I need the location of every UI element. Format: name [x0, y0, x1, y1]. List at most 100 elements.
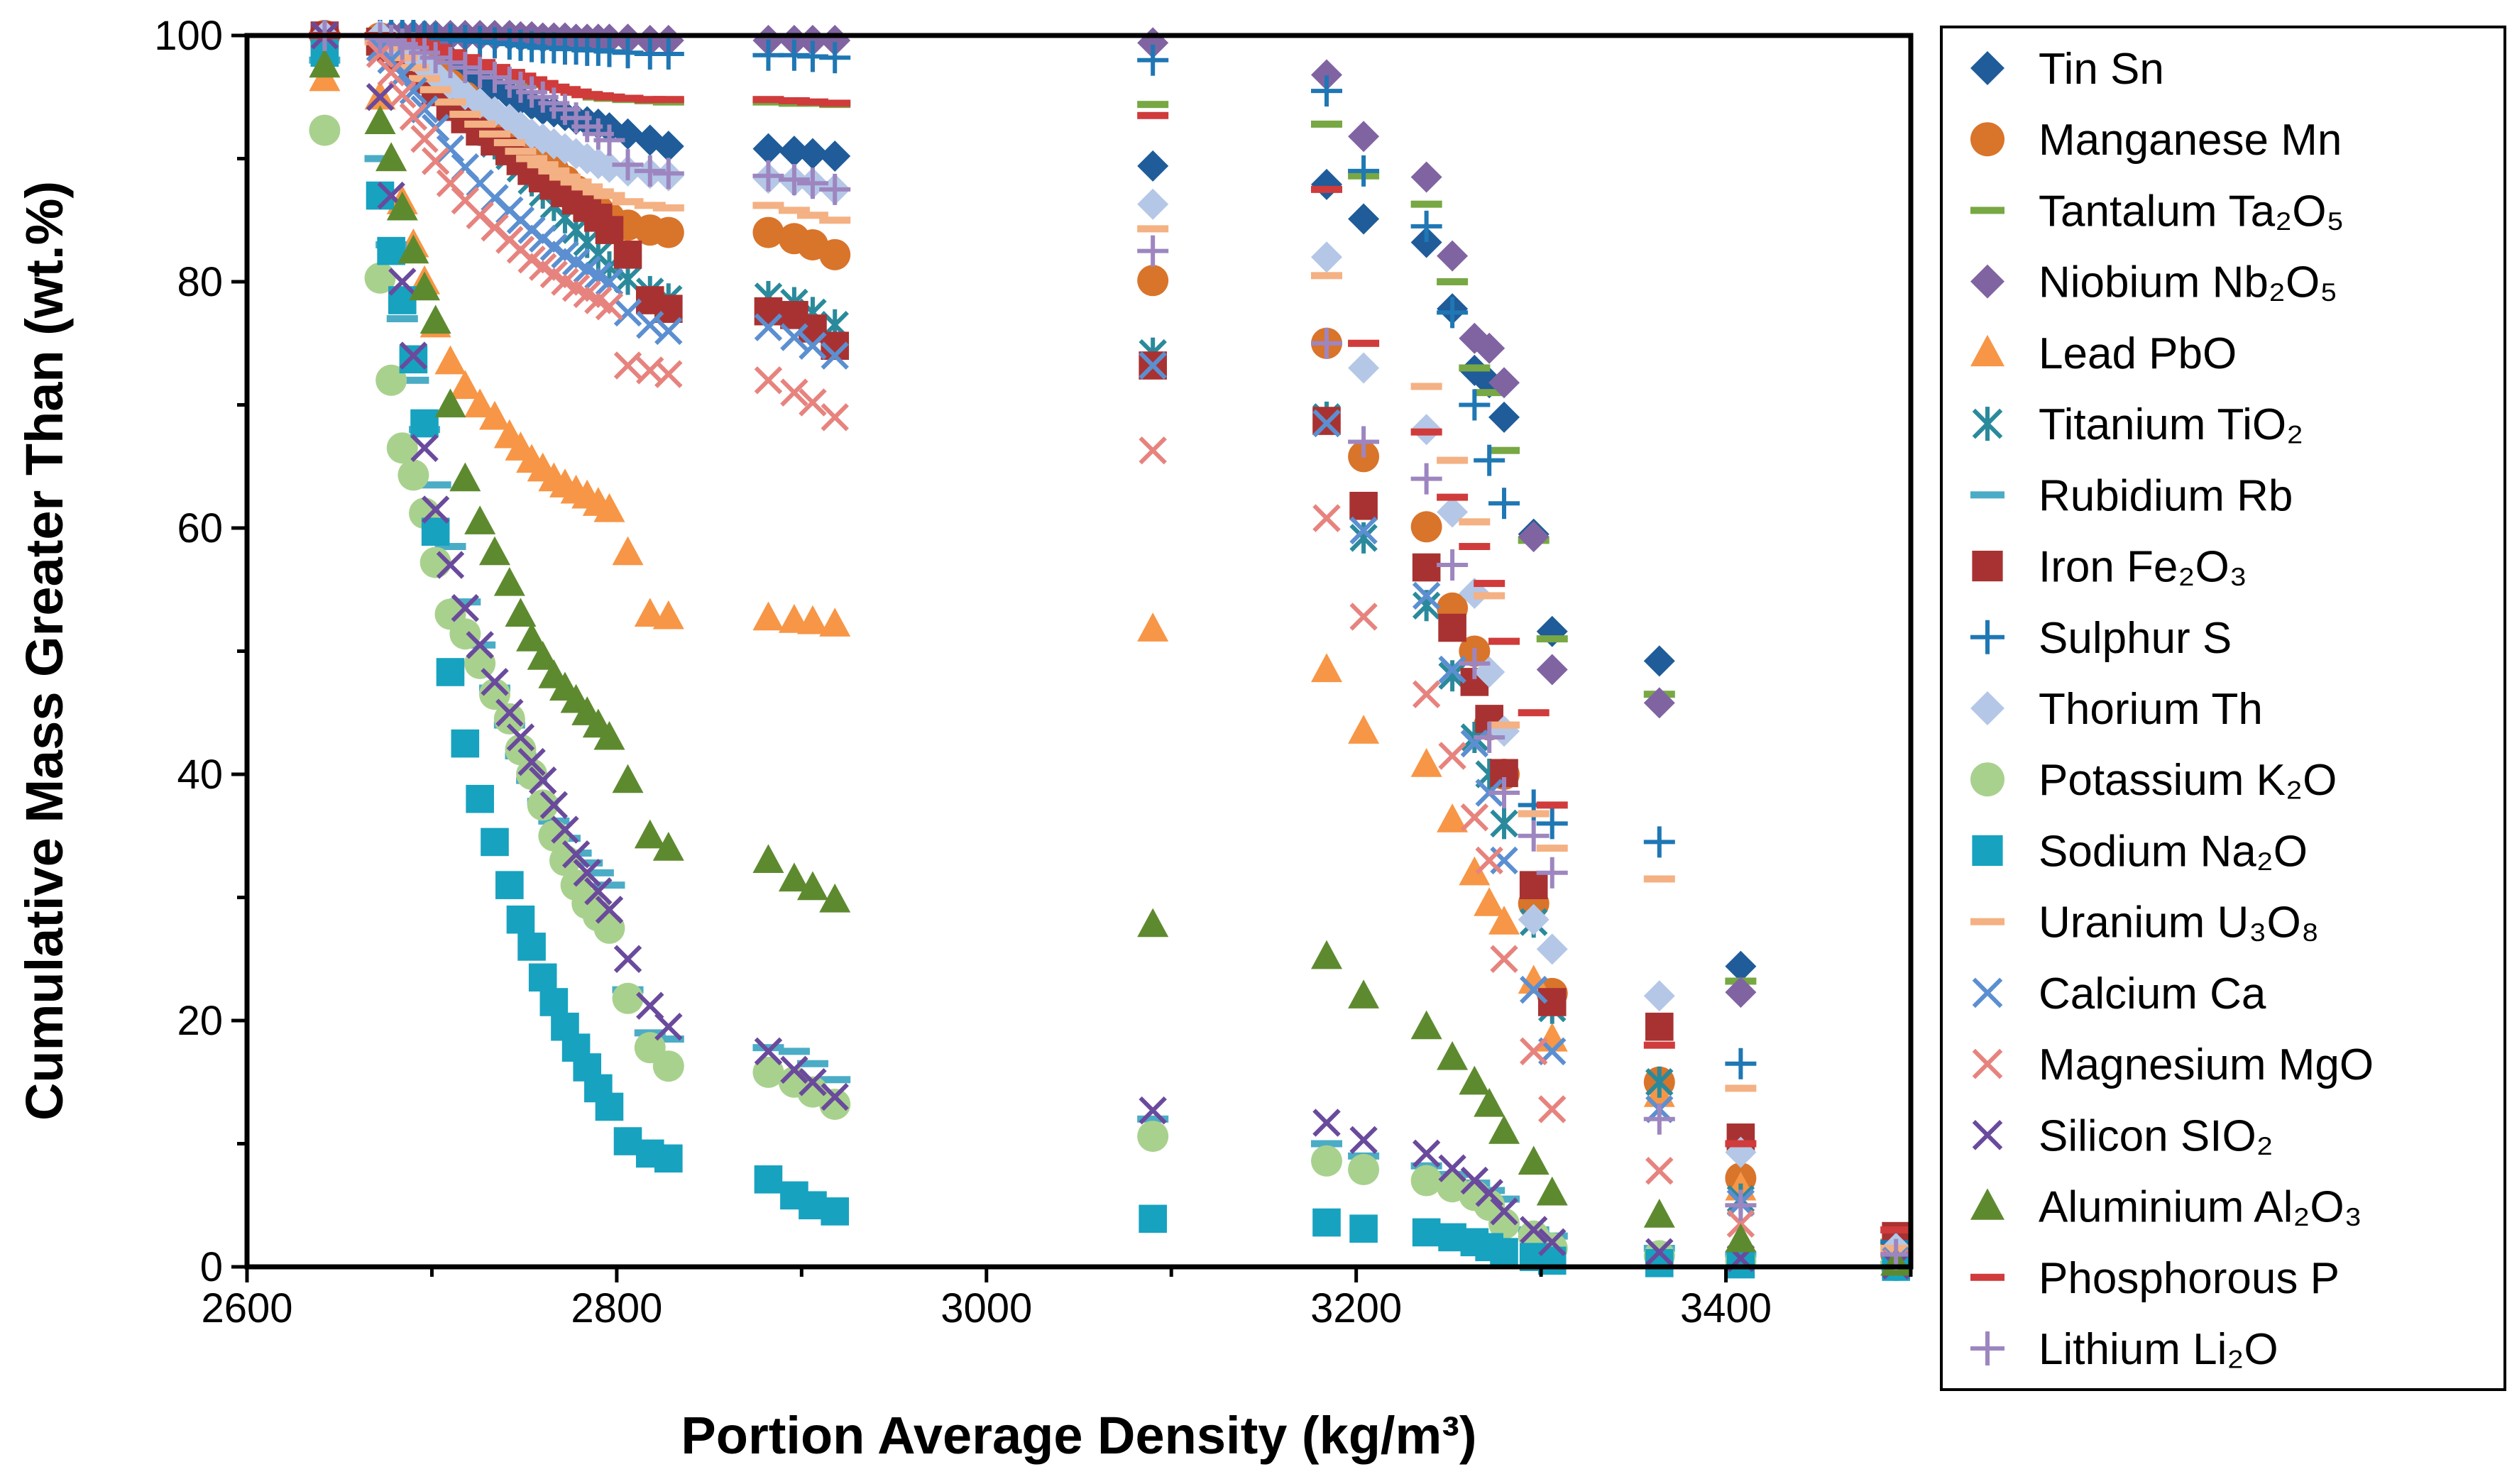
point-lithium-li2o-32: [1437, 549, 1469, 581]
point-niobium-nb2o5-34: [1474, 332, 1505, 364]
point-calcium-ca-3: [388, 60, 417, 89]
legend-label-uranium-u3o8: Uranium U₃O₈: [2039, 898, 2319, 947]
point-phosphorous-p-38: [1643, 1041, 1675, 1049]
legend-marker-silicon-sio2: [1972, 1120, 2003, 1150]
point-tin-sn-31: [1410, 226, 1442, 258]
point-aluminium-al2o3-30: [1348, 979, 1380, 1008]
point-silicon-sio2-7: [436, 551, 465, 579]
point-magnesium-mgo-25: [780, 378, 808, 407]
point-sulphur-s-39: [1725, 1048, 1757, 1079]
point-phosphorous-p-20: [593, 93, 625, 101]
point-lithium-li2o-23: [652, 158, 684, 189]
point-lead-pbo-36: [1518, 964, 1550, 994]
series-aluminium-al2o3: [309, 48, 1912, 1276]
legend-label-silicon-sio2: Silicon SIO₂: [2039, 1111, 2274, 1160]
point-silicon-sio2-27: [821, 1082, 849, 1111]
point-tantalum-ta2o5-33: [1459, 364, 1491, 372]
point-rubidium-rb-25: [778, 1048, 810, 1055]
point-lead-pbo-24: [752, 601, 784, 631]
point-rubidium-rb-26: [796, 1060, 828, 1067]
legend-marker-lead-pbo: [1970, 334, 2004, 367]
legend-item-aluminium-al2o3: Aluminium Al₂O₃: [1970, 1183, 2362, 1232]
point-lead-pbo-7: [434, 345, 466, 375]
x-tick-label-2800: 2800: [571, 1285, 662, 1331]
point-silicon-sio2-38: [1645, 1238, 1674, 1266]
point-uranium-u3o8-36: [1518, 810, 1550, 818]
point-aluminium-al2o3-10: [478, 536, 510, 566]
point-lead-pbo-21: [612, 536, 644, 566]
point-uranium-u3o8-32: [1437, 456, 1469, 464]
point-niobium-nb2o5-32: [1437, 240, 1469, 272]
series-thorium-th: [309, 20, 1912, 1264]
point-sodium-na2o-27: [821, 1197, 850, 1226]
point-rubidium-rb-19: [582, 869, 614, 876]
point-sulphur-s-34: [1474, 444, 1505, 476]
point-uranium-u3o8-35: [1488, 721, 1520, 729]
point-rubidium-rb-27: [819, 1076, 851, 1084]
point-potassium-k2o-21: [612, 982, 644, 1014]
point-uranium-u3o8-22: [634, 202, 666, 209]
point-uranium-u3o8-7: [434, 98, 466, 106]
legend-label-niobium-nb2o5: Niobium Nb₂O₅: [2039, 258, 2337, 307]
point-silicon-sio2-30: [1349, 1126, 1378, 1155]
point-phosphorous-p-32: [1437, 493, 1469, 501]
point-uranium-u3o8-29: [1310, 272, 1342, 280]
point-potassium-k2o-0: [309, 114, 341, 146]
point-tantalum-ta2o5-29: [1310, 120, 1342, 128]
point-magnesium-mgo-3: [388, 80, 417, 109]
point-rubidium-rb-3: [386, 315, 418, 323]
legend-label-sulphur-s: Sulphur S: [2039, 614, 2232, 663]
legend-marker-iron-fe2o3: [1972, 550, 2003, 582]
x-axis-title: Portion Average Density (kg/m³): [681, 1406, 1476, 1465]
legend-item-titanium-tio2: Titanium TiO₂: [1972, 400, 2303, 449]
point-silicon-sio2-15: [539, 791, 569, 820]
point-magnesium-mgo-21: [613, 351, 642, 380]
point-uranium-u3o8-6: [419, 86, 451, 94]
point-uranium-u3o8-38: [1643, 875, 1675, 883]
point-manganese-mn-31: [1410, 511, 1442, 543]
point-aluminium-al2o3-29: [1310, 940, 1342, 969]
point-potassium-k2o-23: [652, 1050, 684, 1082]
point-phosphorous-p-35: [1488, 637, 1520, 645]
point-magnesium-mgo-38: [1645, 1156, 1674, 1185]
point-aluminium-al2o3-14: [527, 641, 559, 670]
point-lead-pbo-34: [1474, 887, 1505, 916]
point-sodium-na2o-28: [1139, 1204, 1167, 1233]
legend-label-aluminium-al2o3: Aluminium Al₂O₃: [2039, 1183, 2362, 1232]
point-uranium-u3o8-15: [538, 167, 570, 175]
legend-item-calcium-ca: Calcium Ca: [1972, 969, 2266, 1018]
point-sulphur-s-27: [819, 42, 851, 74]
point-potassium-k2o-9: [464, 647, 496, 679]
point-rubidium-rb-8: [449, 598, 481, 606]
point-uranium-u3o8-28: [1137, 225, 1169, 233]
point-magnesium-mgo-34: [1475, 846, 1503, 875]
legend-marker-sulphur-s: [1970, 620, 2004, 654]
point-tantalum-ta2o5-31: [1410, 200, 1442, 208]
point-lead-pbo-32: [1437, 803, 1469, 832]
legend-label-magnesium-mgo: Magnesium MgO: [2039, 1040, 2374, 1089]
point-magnesium-mgo-2: [377, 58, 405, 87]
point-sodium-na2o-15: [539, 988, 569, 1016]
legend-item-potassium-k2o: Potassium K₂O: [1970, 756, 2337, 805]
point-uranium-u3o8-34: [1474, 592, 1505, 600]
point-niobium-nb2o5-27: [819, 24, 851, 56]
point-sodium-na2o-4: [399, 345, 428, 374]
point-lithium-li2o-26: [796, 167, 828, 199]
point-magnesium-mgo-5: [410, 125, 439, 153]
point-lead-pbo-29: [1310, 653, 1342, 683]
point-manganese-mn-24: [752, 216, 784, 248]
legend-item-rubidium-rb: Rubidium Rb: [1970, 471, 2293, 520]
point-sodium-na2o-13: [517, 933, 546, 961]
x-tick-label-3400: 3400: [1680, 1285, 1772, 1331]
point-rubidium-rb-28: [1137, 1115, 1169, 1123]
point-lead-pbo-10: [478, 400, 510, 430]
point-uranium-u3o8-24: [752, 202, 784, 209]
point-lead-pbo-9: [464, 388, 496, 418]
point-aluminium-al2o3-34: [1474, 1087, 1505, 1117]
y-axis-title: Cumulative Mass Greater Than (wt.%): [15, 181, 74, 1121]
point-thorium-th-28: [1137, 188, 1169, 220]
point-potassium-k2o-28: [1137, 1121, 1169, 1153]
x-tick-label-3000: 3000: [940, 1285, 1032, 1331]
y-axis: 0 20 40 60 80 100: [154, 13, 247, 1290]
